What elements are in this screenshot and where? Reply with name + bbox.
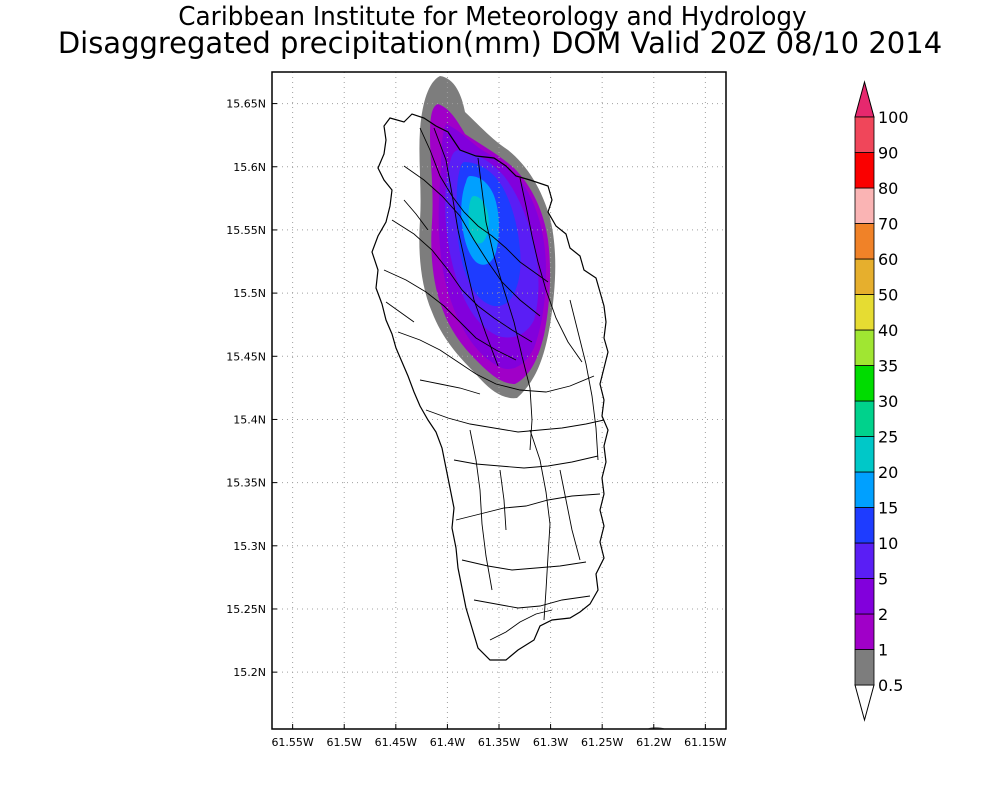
colorbar-swatch xyxy=(854,400,875,437)
colorbar-label: 30 xyxy=(878,392,898,411)
colorbar-swatch xyxy=(854,152,875,189)
colorbar-swatch xyxy=(854,507,875,544)
colorbar-label: 20 xyxy=(878,463,898,482)
lat-tick-label: 15.65N xyxy=(226,98,266,111)
lat-tick-label: 15.3N xyxy=(233,540,266,553)
precip-contour-20 xyxy=(468,196,489,244)
colorbar-swatch xyxy=(854,436,875,473)
lon-tick-label: 61.15W xyxy=(684,736,726,749)
lon-tick-label: 61.45W xyxy=(375,736,417,749)
colorbar-label: 35 xyxy=(878,357,898,376)
colorbar-swatch xyxy=(854,187,875,224)
colorbar-label: 0.5 xyxy=(878,676,903,695)
colorbar-label: 10 xyxy=(878,534,898,553)
colorbar-swatch xyxy=(854,116,875,153)
lat-tick-label: 15.4N xyxy=(233,413,266,426)
lon-tick-label: 61.25W xyxy=(581,736,623,749)
colorbar-label: 50 xyxy=(878,286,898,305)
lon-tick-label: 61.5W xyxy=(327,736,362,749)
colorbar-swatch xyxy=(854,365,875,402)
watershed-boundaries xyxy=(383,127,605,641)
colorbar-swatch xyxy=(854,542,875,579)
colorbar-label: 2 xyxy=(878,605,888,624)
colorbar-label: 5 xyxy=(878,570,888,589)
colorbar-max-arrow xyxy=(854,80,875,118)
lat-tick-label: 15.55N xyxy=(226,224,266,237)
colorbar-label: 90 xyxy=(878,144,898,163)
colorbar-label: 80 xyxy=(878,179,898,198)
colorbar-swatch xyxy=(854,649,875,686)
lon-tick-label: 61.3W xyxy=(533,736,568,749)
colorbar-label: 60 xyxy=(878,250,898,269)
colorbar-swatch xyxy=(854,258,875,295)
colorbar-swatch xyxy=(854,471,875,508)
lat-tick-label: 15.5N xyxy=(233,287,266,300)
lon-tick-label: 61.55W xyxy=(271,736,313,749)
colorbar-label: 25 xyxy=(878,428,898,447)
lat-tick-label: 15.35N xyxy=(226,477,266,490)
map-title: Caribbean Institute for Meteorology and … xyxy=(178,2,807,32)
lon-tick-label: 61.2W xyxy=(636,736,671,749)
colorbar-swatch xyxy=(854,578,875,615)
lat-tick-label: 15.6N xyxy=(233,161,266,174)
colorbar-swatch xyxy=(854,329,875,366)
colorbar-min-arrow xyxy=(854,684,875,722)
colorbar-label: 15 xyxy=(878,499,898,518)
lon-tick-label: 61.4W xyxy=(430,736,465,749)
colorbar-label: 40 xyxy=(878,321,898,340)
colorbar-label: 70 xyxy=(878,215,898,234)
colorbar-label: 1 xyxy=(878,641,888,660)
colorbar-label: 100 xyxy=(878,108,909,127)
colorbar-swatch xyxy=(854,613,875,650)
lat-tick-label: 15.2N xyxy=(233,666,266,679)
longitude-axis: 61.55W 61.5W 61.45W 61.4W 61.35W 61.3W 61.25W 6… xyxy=(271,724,727,749)
lon-tick-label: 61.35W xyxy=(478,736,520,749)
latitude-axis: 15.2N 15.25N 15.3N 15.35N 15.4N 15.45N 15.5N 15… xyxy=(226,98,277,679)
map-gridlines xyxy=(272,72,726,729)
lat-tick-label: 15.45N xyxy=(226,350,266,363)
map-subtitle: Disaggregated precipitation(mm) DOM Vali… xyxy=(57,26,943,60)
lat-tick-label: 15.25N xyxy=(226,603,266,616)
colorbar-swatch xyxy=(854,223,875,260)
colorbar-swatch xyxy=(854,294,875,331)
island-coastline xyxy=(371,113,609,661)
